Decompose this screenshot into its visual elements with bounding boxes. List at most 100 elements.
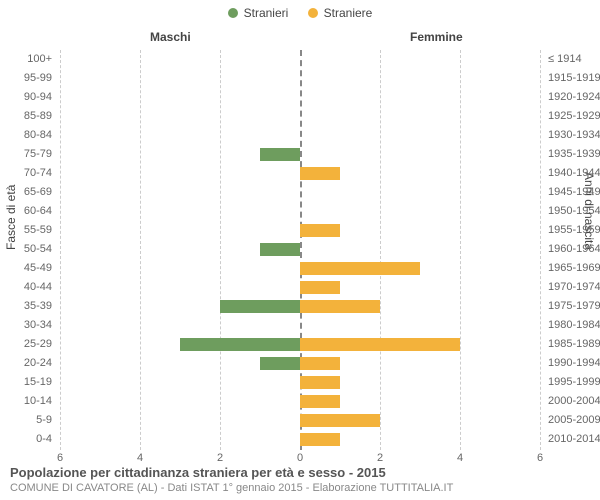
birth-year-label: 1940-1944 <box>548 164 600 183</box>
bar-female <box>300 262 420 275</box>
chart-footer: Popolazione per cittadinanza straniera p… <box>10 465 590 494</box>
pyramid-row: 55-591955-1959 <box>60 221 540 240</box>
gridline <box>540 50 541 450</box>
bar-female <box>300 224 340 237</box>
x-tick: 2 <box>370 452 390 464</box>
birth-year-label: 1945-1949 <box>548 183 600 202</box>
x-tick: 6 <box>50 452 70 464</box>
birth-year-label: 2005-2009 <box>548 411 600 430</box>
bar-male <box>260 148 300 161</box>
pyramid-row: 35-391975-1979 <box>60 297 540 316</box>
age-label: 20-24 <box>2 354 52 373</box>
legend-female-label: Straniere <box>324 6 373 20</box>
pyramid-row: 50-541960-1964 <box>60 240 540 259</box>
legend-male-label: Stranieri <box>244 6 289 20</box>
bar-female <box>300 376 340 389</box>
age-label: 60-64 <box>2 202 52 221</box>
bar-male <box>180 338 300 351</box>
plot-area: 100+≤ 191495-991915-191990-941920-192485… <box>60 50 540 450</box>
birth-year-label: 1930-1934 <box>548 126 600 145</box>
pyramid-row: 20-241990-1994 <box>60 354 540 373</box>
birth-year-label: 1920-1924 <box>548 88 600 107</box>
birth-year-label: 2000-2004 <box>548 392 600 411</box>
population-pyramid-chart: Stranieri Straniere Maschi Femmine Fasce… <box>0 0 600 500</box>
age-label: 25-29 <box>2 335 52 354</box>
pyramid-row: 100+≤ 1914 <box>60 50 540 69</box>
birth-year-label: 1985-1989 <box>548 335 600 354</box>
age-label: 65-69 <box>2 183 52 202</box>
pyramid-row: 75-791935-1939 <box>60 145 540 164</box>
x-tick: 4 <box>130 452 150 464</box>
birth-year-label: 1965-1969 <box>548 259 600 278</box>
birth-year-label: 1935-1939 <box>548 145 600 164</box>
age-label: 5-9 <box>2 411 52 430</box>
age-label: 0-4 <box>2 430 52 449</box>
pyramid-row: 30-341980-1984 <box>60 316 540 335</box>
pyramid-row: 5-92005-2009 <box>60 411 540 430</box>
birth-year-label: ≤ 1914 <box>548 50 600 69</box>
pyramid-row: 90-941920-1924 <box>60 88 540 107</box>
age-label: 45-49 <box>2 259 52 278</box>
x-tick: 6 <box>530 452 550 464</box>
age-label: 35-39 <box>2 297 52 316</box>
bar-male <box>260 357 300 370</box>
age-label: 55-59 <box>2 221 52 240</box>
age-label: 100+ <box>2 50 52 69</box>
age-label: 95-99 <box>2 69 52 88</box>
pyramid-row: 25-291985-1989 <box>60 335 540 354</box>
birth-year-label: 2010-2014 <box>548 430 600 449</box>
x-tick: 4 <box>450 452 470 464</box>
chart-title: Popolazione per cittadinanza straniera p… <box>10 465 590 480</box>
birth-year-label: 1995-1999 <box>548 373 600 392</box>
pyramid-row: 65-691945-1949 <box>60 183 540 202</box>
legend-female: Straniere <box>308 6 373 20</box>
bar-male <box>260 243 300 256</box>
pyramid-row: 80-841930-1934 <box>60 126 540 145</box>
bar-female <box>300 395 340 408</box>
bar-female <box>300 167 340 180</box>
section-label-female: Femmine <box>410 30 463 44</box>
age-label: 90-94 <box>2 88 52 107</box>
birth-year-label: 1990-1994 <box>548 354 600 373</box>
birth-year-label: 1980-1984 <box>548 316 600 335</box>
legend-male: Stranieri <box>228 6 289 20</box>
age-label: 75-79 <box>2 145 52 164</box>
bar-female <box>300 357 340 370</box>
bar-female <box>300 338 460 351</box>
bar-female <box>300 300 380 313</box>
pyramid-row: 85-891925-1929 <box>60 107 540 126</box>
age-label: 40-44 <box>2 278 52 297</box>
age-label: 85-89 <box>2 107 52 126</box>
chart-subtitle: COMUNE DI CAVATORE (AL) - Dati ISTAT 1° … <box>10 482 590 494</box>
pyramid-row: 15-191995-1999 <box>60 373 540 392</box>
age-label: 80-84 <box>2 126 52 145</box>
bar-female <box>300 433 340 446</box>
x-tick: 2 <box>210 452 230 464</box>
birth-year-label: 1925-1929 <box>548 107 600 126</box>
pyramid-row: 10-142000-2004 <box>60 392 540 411</box>
x-tick: 0 <box>290 452 310 464</box>
age-label: 70-74 <box>2 164 52 183</box>
pyramid-row: 45-491965-1969 <box>60 259 540 278</box>
birth-year-label: 1975-1979 <box>548 297 600 316</box>
bar-female <box>300 281 340 294</box>
legend: Stranieri Straniere <box>0 6 600 21</box>
legend-swatch-male <box>228 8 238 18</box>
age-label: 30-34 <box>2 316 52 335</box>
bar-female <box>300 414 380 427</box>
birth-year-label: 1950-1954 <box>548 202 600 221</box>
age-label: 50-54 <box>2 240 52 259</box>
pyramid-row: 60-641950-1954 <box>60 202 540 221</box>
pyramid-row: 40-441970-1974 <box>60 278 540 297</box>
pyramid-row: 70-741940-1944 <box>60 164 540 183</box>
age-label: 15-19 <box>2 373 52 392</box>
birth-year-label: 1915-1919 <box>548 69 600 88</box>
legend-swatch-female <box>308 8 318 18</box>
pyramid-row: 0-42010-2014 <box>60 430 540 449</box>
section-label-male: Maschi <box>150 30 191 44</box>
birth-year-label: 1955-1959 <box>548 221 600 240</box>
birth-year-label: 1970-1974 <box>548 278 600 297</box>
bar-male <box>220 300 300 313</box>
age-label: 10-14 <box>2 392 52 411</box>
birth-year-label: 1960-1964 <box>548 240 600 259</box>
